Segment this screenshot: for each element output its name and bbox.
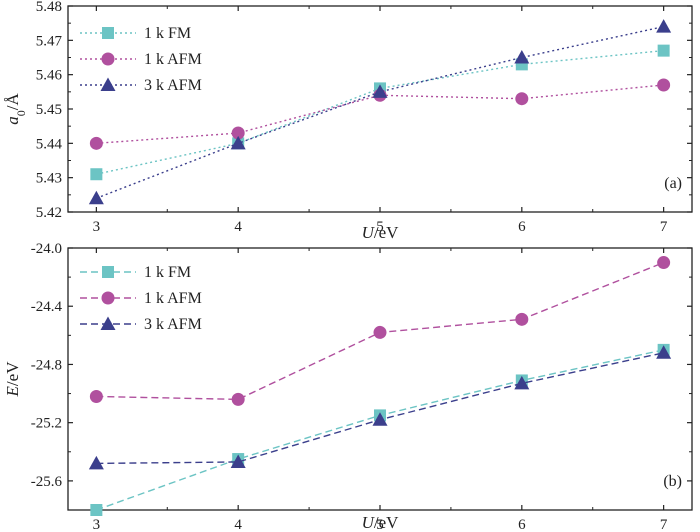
panel-label: (a) — [664, 175, 682, 192]
panel-a: 3 4 5 6 7 5.42 5.43 5.44 5.45 5.46 5.47 5.48 U/eV a0/… — [3, 0, 693, 242]
data-point — [373, 325, 387, 339]
series-line — [96, 349, 664, 511]
series-line — [96, 49, 664, 175]
legend-marker — [102, 27, 114, 39]
y-tick-label: -25.6 — [31, 474, 63, 490]
data-point — [657, 256, 671, 270]
data-point — [515, 92, 529, 106]
y-tick-label: 5.48 — [36, 0, 62, 15]
legend-marker — [101, 52, 115, 66]
y-tick-label: 5.47 — [36, 33, 63, 49]
x-tick-label: 6 — [518, 517, 526, 532]
series-1-k-afm — [89, 256, 671, 406]
legend-marker — [102, 266, 114, 278]
data-point — [89, 389, 103, 403]
x-tick-label: 3 — [93, 517, 101, 532]
data-point — [514, 50, 530, 64]
x-axis-label: U/eV — [362, 513, 400, 532]
x-tick-label: 7 — [660, 219, 668, 235]
data-point — [514, 375, 530, 390]
data-point — [90, 504, 103, 516]
legend-label: 1 k AFM — [144, 51, 202, 68]
y-tick-label: 5.44 — [36, 136, 63, 152]
x-tick-label: 5 — [376, 517, 384, 532]
legend-entry: 1 k FM — [80, 25, 191, 42]
y-tick-label: -24.0 — [31, 241, 62, 257]
x-tick-label: 4 — [234, 219, 242, 235]
data-point — [89, 136, 103, 150]
legend-entry: 1 k AFM — [80, 290, 202, 307]
data-point — [88, 455, 104, 470]
y-axis-label: a0/Å — [3, 93, 28, 125]
legend-label: 1 k FM — [144, 25, 191, 42]
data-point — [90, 168, 103, 181]
series-line — [96, 25, 664, 199]
x-axis-label: U/eV — [362, 223, 400, 242]
x-tick-label: 5 — [376, 219, 384, 235]
plot-frame — [67, 247, 693, 511]
x-tick-label: 4 — [234, 517, 242, 532]
legend-label: 3 k AFM — [144, 77, 202, 94]
data-point — [657, 44, 670, 57]
y-axis-label: E/eV — [3, 361, 22, 398]
data-point — [231, 126, 245, 140]
legend-marker — [100, 77, 116, 91]
data-point — [372, 412, 388, 426]
legend-label: 1 k FM — [144, 264, 191, 281]
data-point — [515, 312, 529, 326]
legend-label: 1 k AFM — [144, 290, 202, 307]
data-point — [656, 345, 672, 359]
legend-entry: 1 k FM — [80, 264, 191, 281]
y-tick-label: -24.4 — [31, 299, 63, 315]
legend-marker — [100, 316, 116, 330]
y-tick-label: 5.42 — [36, 205, 62, 221]
legend-entry: 1 k AFM — [80, 51, 202, 68]
series-line — [96, 352, 664, 465]
y-tick-label: -25.2 — [31, 416, 62, 432]
data-point — [372, 84, 388, 98]
data-point — [230, 135, 246, 150]
legend-entry: 3 k AFM — [80, 77, 202, 94]
y-tick-label: 5.46 — [36, 68, 63, 84]
y-tick-label: 5.43 — [36, 171, 62, 187]
x-tick-label: 6 — [518, 219, 526, 235]
legend-entry: 3 k AFM — [80, 316, 202, 333]
panel-b: 3 4 5 6 7 -25.6 -25.2 -24.8 -24.4 -24.0 U/eV E/eV (b… — [3, 241, 693, 532]
data-point — [230, 454, 246, 468]
data-point — [656, 19, 672, 33]
legend-marker — [101, 291, 115, 305]
data-point — [231, 392, 245, 406]
x-tick-label: 3 — [93, 219, 101, 235]
y-tick-label: -24.8 — [31, 357, 62, 373]
series-3-k-afm — [88, 345, 672, 470]
series-3-k-afm — [88, 19, 672, 205]
x-tick-label: 7 — [660, 517, 668, 532]
panel-label: (b) — [663, 473, 682, 490]
legend-label: 3 k AFM — [144, 316, 202, 333]
data-point — [657, 78, 671, 92]
y-tick-label: 5.45 — [36, 102, 62, 118]
data-point — [88, 190, 104, 205]
